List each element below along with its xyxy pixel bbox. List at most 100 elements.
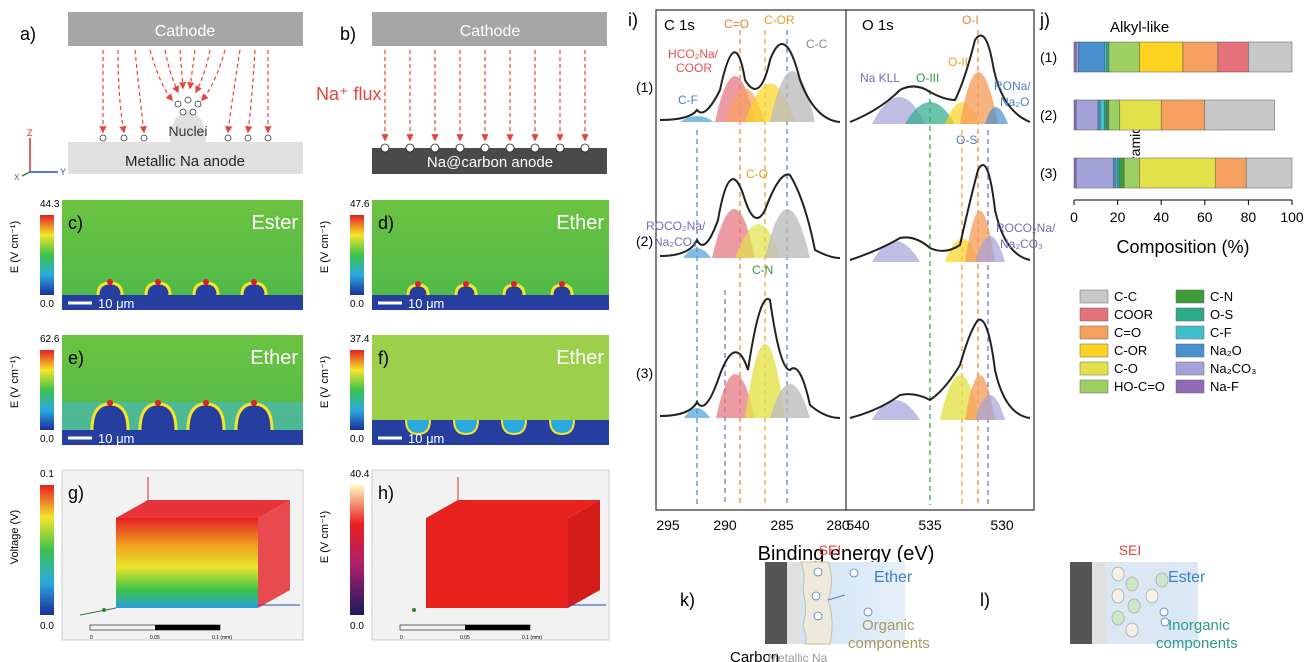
x-tick-label: 60 <box>1197 209 1213 225</box>
axes-icon: Z Y X <box>14 128 66 182</box>
electrolyte-l <box>1090 562 1198 644</box>
cathode-bar-b <box>372 12 607 46</box>
bar-segment <box>1075 157 1114 189</box>
x-axis-label: Composition (%) <box>1116 237 1249 257</box>
o1s-spectrum-1: Na KLL O-III O-II O-I RONa/ Na₂O O-S <box>849 13 1031 147</box>
bar-segment <box>1139 157 1216 189</box>
c1s-spectrum-1: C-F HCO₂Na/ COOR C=O C-OR C-C <box>659 13 841 123</box>
c1s-label-coor: COOR <box>676 61 712 75</box>
bar-segment <box>1248 41 1293 73</box>
bar-segment <box>1075 99 1099 131</box>
organic-label-1-k: Organic <box>862 617 915 634</box>
cathode-bar-a <box>68 12 303 46</box>
metallic-na-label-k: Metallic Na <box>768 651 828 662</box>
inorganic-particles-l <box>1111 566 1169 638</box>
bars: (1) (2) (3) <box>1040 41 1293 189</box>
bar-segment <box>1108 41 1140 73</box>
ruler-g-1: 0.05 <box>150 635 160 641</box>
legend-label: Na₂CO₃ <box>1210 361 1256 376</box>
legend: C-C COOR C=O C-OR C-O HO-C=O C-N O-S C-F Na₂O Na₂C… <box>1079 289 1256 394</box>
o1s-label-o-i: O-I <box>962 13 979 27</box>
bar-segment <box>1245 157 1293 189</box>
legend-swatch <box>1079 307 1109 322</box>
x-ticks: 0 20 40 60 80 100 <box>1070 200 1304 225</box>
bar-segment <box>1119 99 1162 131</box>
colorbar-max-f: 37.4 <box>350 334 370 345</box>
panel-label-g: g) <box>68 483 84 503</box>
colorbar-max-e: 62.6 <box>40 334 60 345</box>
x-tick-label: 20 <box>1110 209 1126 225</box>
colorbar-ylabel-d: E (V cm⁻¹) <box>319 221 331 273</box>
legend-swatch <box>1175 325 1205 340</box>
legend-label: C-C <box>1114 289 1137 304</box>
flux-arrows-b <box>381 50 589 142</box>
sei-panel-k: k) SEI Ether Carbon Metallic Na Organic … <box>680 542 930 662</box>
legend-swatch <box>1175 307 1205 322</box>
o1s-tick-2: 530 <box>990 517 1014 533</box>
carbon-anode-label: Na@carbon anode <box>427 154 553 171</box>
carbon-anode-b <box>372 148 607 174</box>
panel-label-i: i) <box>628 10 638 30</box>
na-ions-a <box>99 96 272 142</box>
bar-segment <box>1204 99 1275 131</box>
bar-segment <box>1117 157 1121 189</box>
c1s-frame <box>655 9 847 511</box>
legend-swatch <box>1079 379 1109 394</box>
row-label-1: (1) <box>636 79 653 95</box>
colorbar-h <box>350 485 364 615</box>
legend-label: HO-C=O <box>1114 379 1165 394</box>
o1s-label-o-ii: O-II <box>948 55 968 69</box>
c1s-spectrum-3 <box>659 297 841 419</box>
ruler-g-2: 0.1 (mm) <box>212 635 232 641</box>
ruler-g-0: 0 <box>90 635 93 641</box>
bar-segment <box>1073 157 1077 189</box>
sei-label-l: SEI <box>1119 542 1142 558</box>
metallic-anode-a <box>68 142 303 174</box>
c1s-label-c-eq-o: C=O <box>724 17 749 31</box>
solvent-label-e: Ether <box>250 347 298 369</box>
panel-label-a: a) <box>20 24 36 44</box>
bar-segment <box>1078 41 1105 73</box>
solvent-label-d: Ether <box>556 212 604 234</box>
colorbar-min-f: 0.0 <box>350 434 364 445</box>
axis-z-label: Z <box>27 128 33 138</box>
colorbar-min-g: 0.0 <box>40 621 54 632</box>
organic-label-2-k: components <box>848 635 930 652</box>
c1s-label-cc: C-C <box>806 37 828 51</box>
flux-arrows-a <box>99 49 272 134</box>
x-tick-label: 80 <box>1241 209 1257 225</box>
sei-label-k: SEI <box>819 542 842 558</box>
legend-label: Na-F <box>1210 379 1239 394</box>
legend-swatch <box>1175 379 1205 394</box>
c1s-label-hco2na: HCO₂Na/ <box>668 47 719 61</box>
scale-bar-d: 10 μm <box>408 296 444 311</box>
voltage-box-g <box>116 518 258 608</box>
carbon-layer-k <box>765 562 787 644</box>
field-box-h <box>426 518 568 608</box>
colorbar-min-e: 0.0 <box>40 434 54 445</box>
c1s-tick-3: 280 <box>826 517 850 533</box>
colorbar-d <box>350 215 364 295</box>
metallic-anode-label: Metallic Na anode <box>125 153 245 170</box>
solvent-label-f: Ether <box>556 347 604 369</box>
o1s-label-na-kll: Na KLL <box>860 71 900 85</box>
legend-label: C-OR <box>1114 343 1147 358</box>
panel-label-e: e) <box>68 348 84 368</box>
colorbar-max-g: 0.1 <box>40 469 54 480</box>
box-panel-g: Voltage (V) 0.1 0.0 0 0.05 0.1 (mm) g) <box>9 469 304 641</box>
legend-swatch <box>1079 289 1109 304</box>
legend-label: C-F <box>1210 325 1232 340</box>
legend-label: O-S <box>1210 307 1233 322</box>
carbon-label-k: Carbon <box>730 649 779 662</box>
bar-segment <box>1123 157 1140 189</box>
c1s-label-roco2na: ROCO₂Na/ <box>646 219 706 233</box>
bar-segment <box>1106 41 1110 73</box>
c1s-tick-0: 295 <box>656 517 680 533</box>
solvent-label-c: Ester <box>251 212 298 234</box>
legend-label: C=O <box>1114 325 1141 340</box>
legend-label: C-O <box>1114 361 1138 376</box>
c1s-tick-2: 285 <box>770 517 794 533</box>
colorbar-c <box>40 215 54 295</box>
o1s-frame <box>845 9 1035 511</box>
bar-segment <box>1119 157 1125 189</box>
